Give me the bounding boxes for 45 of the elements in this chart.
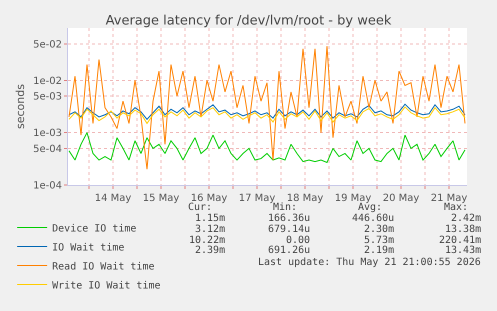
y-tick-label: 1e-02 bbox=[33, 76, 62, 87]
text: 3.12m bbox=[195, 224, 226, 235]
x-tick-label: 20 May bbox=[382, 193, 420, 204]
line-series bbox=[68, 132, 466, 163]
y-tick-label: 5e-03 bbox=[33, 92, 62, 103]
text: Max: bbox=[444, 202, 468, 213]
text: 166.36u bbox=[268, 213, 310, 224]
text: 446.60u bbox=[352, 213, 394, 224]
text: Avg: bbox=[358, 202, 382, 213]
text: 691.26u bbox=[268, 245, 310, 256]
text: Cur: bbox=[188, 202, 212, 213]
text: 679.14u bbox=[268, 224, 310, 235]
x-tick-label: 14 May bbox=[94, 193, 132, 204]
legend-label: IO Wait time bbox=[52, 242, 124, 254]
text: 2.30m bbox=[364, 224, 394, 235]
text: Last update: Thu May 21 21:00:55 2026 bbox=[258, 257, 481, 268]
text: 0.00 bbox=[286, 235, 310, 246]
x-tick-label: 17 May bbox=[238, 193, 276, 204]
chart-title: Average latency for /dev/lvm/root - by week bbox=[106, 14, 392, 29]
line-series bbox=[68, 46, 466, 170]
text: 2.42m bbox=[451, 213, 482, 224]
x-tick-label: 21 May bbox=[430, 193, 468, 204]
text: 10.22m bbox=[189, 235, 226, 246]
x-tick-label: 19 May bbox=[334, 193, 372, 204]
legend-label: Device IO time bbox=[52, 223, 136, 234]
text: 2.39m bbox=[195, 245, 226, 256]
text: 1.15m bbox=[195, 213, 226, 224]
y-tick-label: 5e-04 bbox=[33, 144, 62, 155]
x-tick-label: 18 May bbox=[286, 193, 324, 204]
text: 13.38m bbox=[445, 224, 482, 235]
line-series bbox=[68, 106, 466, 124]
legend-label: Write IO Wait time bbox=[52, 280, 161, 292]
legend-label: Read IO Wait time bbox=[52, 261, 154, 272]
y-axis-title: seconds bbox=[14, 84, 27, 129]
y-tick-label: 1e-04 bbox=[33, 180, 62, 192]
text: 5.73m bbox=[364, 235, 394, 246]
text: Min: bbox=[273, 202, 298, 213]
y-tick-label: 5e-02 bbox=[33, 39, 62, 50]
line-series bbox=[68, 104, 466, 120]
text: 220.41m bbox=[439, 235, 482, 246]
text: 2.19m bbox=[364, 245, 394, 256]
y-tick-label: 1e-03 bbox=[33, 128, 62, 140]
text: 13.43m bbox=[445, 245, 482, 256]
x-tick-label: 16 May bbox=[190, 193, 228, 204]
x-tick-label: 15 May bbox=[142, 193, 180, 204]
